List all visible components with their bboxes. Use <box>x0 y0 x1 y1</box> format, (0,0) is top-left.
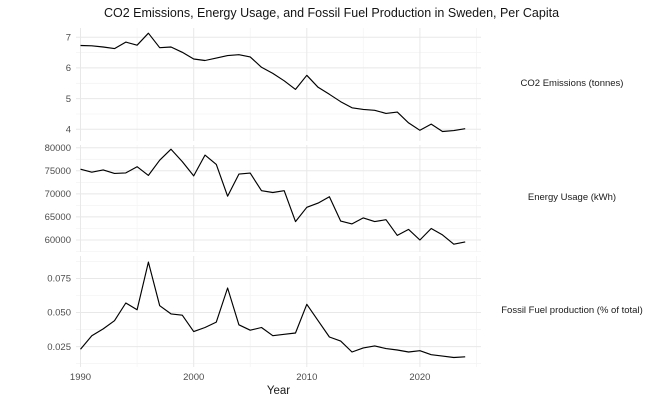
x-tick-label: 1990 <box>70 372 91 383</box>
chart-title: CO2 Emissions, Energy Usage, and Fossil … <box>103 6 560 20</box>
facet-strip-label-energy: Energy Usage (kWh) <box>527 192 617 203</box>
y-tick-label: 75000 <box>45 166 71 177</box>
y-tick-label: 65000 <box>45 212 71 223</box>
y-tick-label: 6 <box>66 63 71 74</box>
energy-line <box>80 148 466 245</box>
fossil-line <box>80 261 466 359</box>
y-tick-label: 70000 <box>45 189 71 200</box>
y-tick-label: 7 <box>66 32 71 43</box>
y-tick-label: 80000 <box>45 143 71 154</box>
facet-strip-label-fossil: Fossil Fuel production (% of total) <box>501 305 643 316</box>
x-tick-label: 2000 <box>183 372 204 383</box>
y-tick-label: 0.075 <box>47 274 71 285</box>
y-tick-label: 5 <box>66 94 71 105</box>
y-tick-label: 0.050 <box>47 308 71 319</box>
facet-strip-label-co2: CO2 Emissions (tonnes) <box>520 78 624 89</box>
y-tick-label: 4 <box>66 125 71 136</box>
y-tick-label: 0.025 <box>47 342 71 353</box>
y-tick-label: 60000 <box>45 235 71 246</box>
x-tick-label: 2010 <box>296 372 317 383</box>
co2-line <box>80 32 466 133</box>
x-tick-label: 2020 <box>409 372 430 383</box>
x-axis-title: Year <box>266 385 291 397</box>
